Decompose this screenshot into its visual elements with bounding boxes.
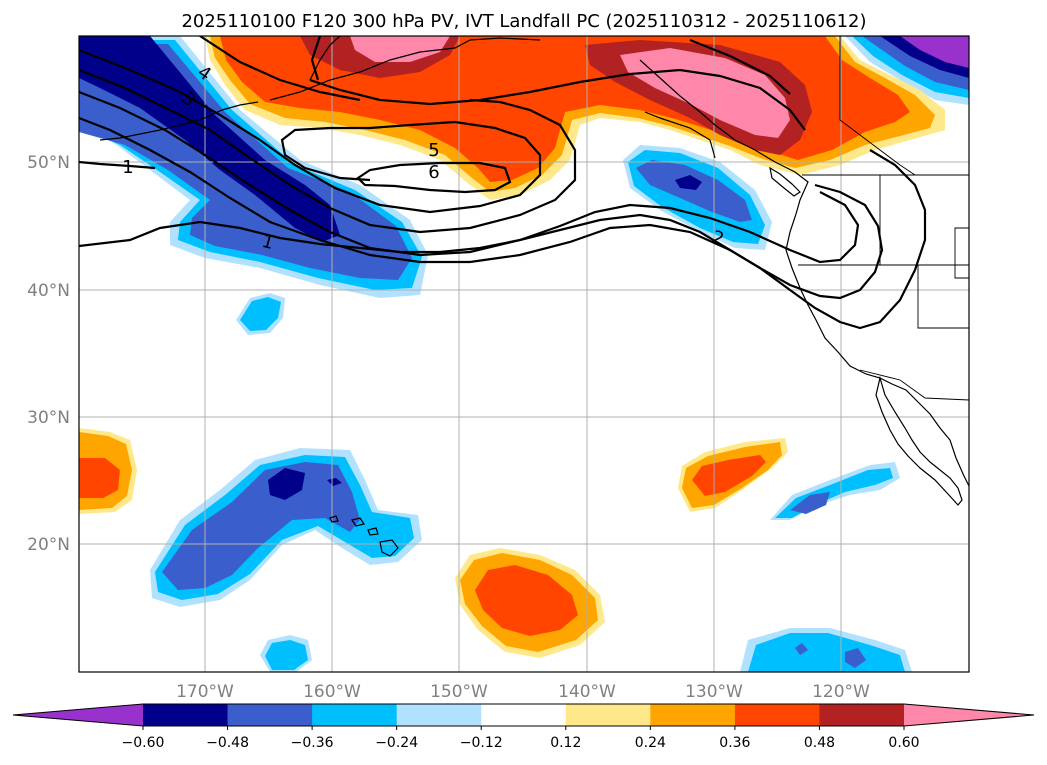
pv-contour-north-loop-1: [309, 68, 806, 131]
coastlines: [99, 36, 969, 557]
pv-label-1-north: 1: [122, 157, 133, 178]
pv-contour-4: [79, 68, 577, 234]
pv-label-6: 6: [428, 162, 439, 183]
negative-blob-bottom-right: [740, 628, 912, 672]
colorbar-tick-label: −0.48: [206, 735, 249, 751]
colorbar-extend-max: [904, 704, 1034, 726]
negative-blob-northwest: [623, 145, 772, 250]
pv-contour-3: [79, 90, 860, 264]
lon-label-140w: 140°W: [558, 682, 616, 702]
pv-contour-1-north: [79, 160, 156, 170]
colorbar-tick-label: 0.24: [635, 735, 666, 751]
negative-corner-northeast: [845, 36, 969, 105]
colorbar-extend-min: [13, 704, 143, 726]
latitude-labels: 50°N 40°N 30°N 20°N: [27, 153, 70, 555]
pv-contour-north-loop-3: [689, 38, 791, 95]
negative-blob-41n: [236, 293, 285, 335]
lat-label-50n: 50°N: [27, 153, 70, 173]
gridlines: [79, 36, 969, 672]
pv-contour-6: [356, 161, 512, 194]
colorbar-tick-label: −0.12: [460, 735, 503, 751]
colorbar-segment: [396, 704, 482, 726]
colorbar-segment: [227, 704, 313, 726]
colorbar-segment: [819, 704, 905, 726]
colorbar: −0.60 −0.48 −0.36 −0.24 −0.12 0.12 0.24 0.36 0.4…: [12, 703, 1035, 751]
negative-blob-hawaii: [150, 448, 422, 607]
colorbar-tick-label: 0.12: [550, 735, 581, 751]
colorbar-segment: [734, 704, 820, 726]
negative-blob-southeast: [770, 462, 900, 520]
colorbar-tick-label: −0.36: [291, 735, 334, 751]
lon-label-130w: 130°W: [685, 682, 743, 702]
colorbar-tick-label: 0.36: [719, 735, 750, 751]
map-title: 2025110100 F120 300 hPa PV, IVT Landfall…: [181, 11, 866, 32]
pv-label-5: 5: [428, 140, 439, 161]
colorbar-segment: [312, 704, 398, 726]
colorbar-tick-label: 0.48: [804, 735, 835, 751]
longitude-labels: 170°W 160°W 150°W 140°W 130°W 120°W: [176, 682, 870, 702]
colorbar-segment: [143, 704, 229, 726]
lon-label-120w: 120°W: [812, 682, 870, 702]
lat-label-40n: 40°N: [27, 281, 70, 301]
lat-label-20n: 20°N: [27, 535, 70, 555]
colorbar-tick-label: −0.60: [122, 735, 165, 751]
pv-contour-north-loop-4: [310, 36, 322, 81]
political-borders: [798, 36, 969, 401]
positive-blob-west: [79, 428, 137, 514]
pv-contour-north-loop-2: [199, 36, 361, 102]
lat-label-30n: 30°N: [27, 408, 70, 428]
pv-contour-2: [79, 116, 884, 300]
negative-blob-18n: [260, 635, 312, 672]
map-panel: 1 1 2 3 4 5 6: [79, 36, 969, 672]
colorbar-segments: [13, 704, 1034, 726]
positive-blob-15n: [455, 548, 605, 658]
map-frame: [78, 35, 970, 673]
pv-contour-5: [79, 48, 542, 214]
colorbar-ticks: −0.60 −0.48 −0.36 −0.24 −0.12 0.12 0.24 0.36 0.4…: [122, 726, 920, 751]
colorbar-segment: [650, 704, 736, 726]
positive-top-band: [205, 36, 945, 200]
colorbar-tick-label: 0.60: [888, 735, 919, 751]
pv-contour-1-south: [79, 149, 927, 330]
colorbar-segment: [481, 704, 567, 726]
lon-label-160w: 160°W: [303, 682, 361, 702]
pv-label-1-south: 1: [260, 231, 276, 254]
lon-label-170w: 170°W: [176, 682, 234, 702]
colorbar-segment: [565, 704, 651, 726]
positive-blob-25n: [678, 438, 788, 512]
lon-label-150w: 150°W: [430, 682, 488, 702]
pv-contours: 1 1 2 3 4 5 6: [79, 36, 927, 330]
colorbar-tick-label: −0.24: [375, 735, 418, 751]
